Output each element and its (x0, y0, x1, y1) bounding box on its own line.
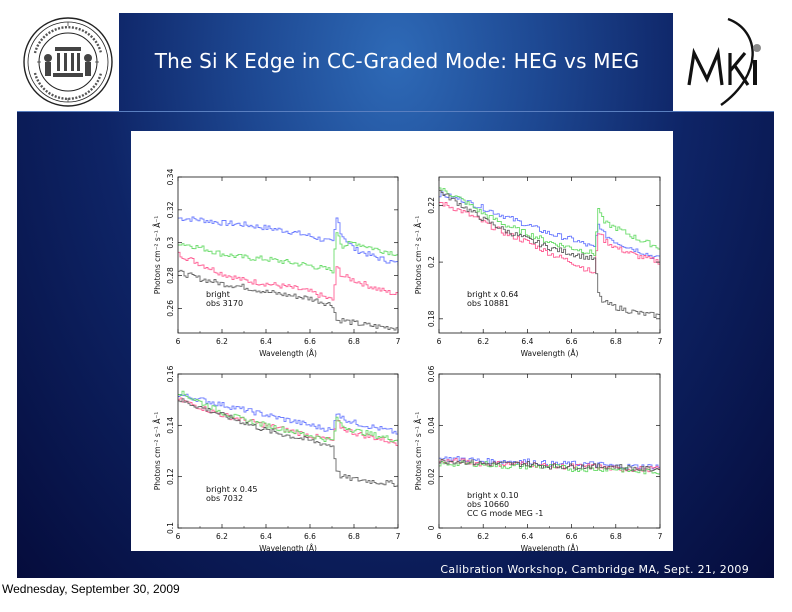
series-1-line (178, 393, 398, 435)
panel-annotation: bright x 0.45 (206, 485, 258, 494)
x-tick-label: 6.6 (566, 337, 578, 346)
panel-annotation: obs 7032 (206, 494, 243, 503)
mit-seal-logo (17, 13, 119, 111)
x-tick-label: 7 (658, 532, 663, 541)
x-tick-label: 6.8 (348, 532, 360, 541)
series-1-line (439, 191, 660, 260)
x-tick-label: 6.4 (521, 532, 533, 541)
x-tick-label: 6.6 (566, 532, 578, 541)
y-tick-label: 0.02 (427, 468, 436, 485)
plot-frame (177, 373, 399, 529)
y-tick-label: 0.28 (166, 267, 175, 284)
series-2-line (439, 202, 660, 274)
x-tick-label: 6.4 (260, 337, 272, 346)
x-tick-label: 6 (176, 532, 181, 541)
x-tick-label: 6.8 (610, 337, 622, 346)
x-tick-label: 7 (396, 337, 401, 346)
y-tick-label: 0.3 (166, 236, 175, 248)
y-tick-label: 0.1 (166, 522, 175, 534)
x-tick-label: 6 (437, 532, 442, 541)
header-divider (17, 111, 774, 112)
x-axis-label: Wavelength (Å) (521, 544, 579, 551)
chart-panel-2: 6 6.2 6.4 6.6 6.8 7 0.18 0.2 0.22 Wavelength (Å) P… (414, 176, 663, 358)
y-tick-label: 0.06 (427, 365, 436, 382)
slide: The Si K Edge in CC-Graded Mode: HEG vs … (17, 13, 774, 578)
spectra-figure: 6 6.2 6.4 6.6 6.8 7 0.26 0.28 0.3 0.32 0.34 Wavelen… (131, 131, 673, 553)
mki-logo (673, 13, 774, 111)
x-tick-label: 6 (176, 337, 181, 346)
series-4-line (439, 458, 660, 472)
panel-annotation: obs 10660 (467, 500, 509, 509)
chart-panel-4: 6 6.2 6.4 6.6 6.8 7 0 0.02 0.04 0.06 Wavelength (Å… (414, 365, 663, 553)
series-4-line (439, 189, 660, 318)
panel-annotation: CC G mode MEG -1 (467, 509, 543, 518)
x-tick-label: 6 (437, 337, 442, 346)
x-tick-label: 6.2 (477, 337, 489, 346)
chart-panel-1: 6 6.2 6.4 6.6 6.8 7 0.26 0.28 0.3 0.32 0.34 Wavelen… (153, 168, 401, 358)
series-3-line (439, 460, 660, 475)
series-3-line (439, 187, 660, 256)
x-tick-label: 6.2 (477, 532, 489, 541)
y-tick-label: 0.2 (427, 256, 436, 268)
panel-annotation: bright x 0.64 (467, 290, 519, 299)
series-2-line (178, 397, 398, 447)
x-tick-label: 6.8 (348, 337, 360, 346)
y-axis-label: Photons cm⁻² s⁻¹ Å⁻¹ (153, 412, 162, 491)
x-tick-label: 6.4 (260, 532, 272, 541)
series-3-line (178, 390, 398, 443)
y-tick-label: 0.26 (166, 300, 175, 317)
y-tick-label: 0.16 (166, 365, 175, 382)
x-axis-label: Wavelength (Å) (521, 349, 579, 358)
x-tick-label: 6.8 (610, 532, 622, 541)
footer-text: Calibration Workshop, Cambridge MA, Sept… (440, 563, 749, 576)
page-title: The Si K Edge in CC-Graded Mode: HEG vs … (154, 49, 640, 73)
mki-logo-icon (687, 17, 761, 106)
panel-annotation: bright x 0.10 (467, 491, 519, 500)
x-tick-label: 6.2 (216, 337, 228, 346)
x-tick-label: 6.6 (304, 337, 316, 346)
y-tick-label: 0.04 (427, 417, 436, 434)
x-axis-label: Wavelength (Å) (259, 544, 317, 551)
y-axis-label: Photons cm⁻² s⁻¹ Å⁻¹ (414, 412, 423, 491)
x-tick-label: 7 (396, 532, 401, 541)
plot-frame (177, 176, 399, 334)
y-tick-label: 0.18 (427, 310, 436, 327)
series-4-line (178, 269, 398, 331)
series-2-line (178, 251, 398, 301)
x-tick-label: 6.4 (521, 337, 533, 346)
panel-annotation: obs 10881 (467, 299, 509, 308)
y-tick-label: 0.32 (166, 201, 175, 218)
series-3-line (178, 232, 398, 274)
series-4-line (178, 398, 398, 487)
y-tick-label: 0.22 (427, 197, 436, 214)
y-axis-label: Photons cm⁻² s⁻¹ Å⁻¹ (153, 216, 162, 295)
y-tick-label: 0 (427, 525, 436, 530)
y-tick-label: 0.12 (166, 468, 175, 485)
x-tick-label: 7 (658, 337, 663, 346)
series-1-line (178, 216, 398, 266)
y-tick-label: 0.34 (166, 168, 175, 185)
date-stamp: Wednesday, September 30, 2009 (2, 582, 180, 596)
x-tick-label: 6.2 (216, 532, 228, 541)
spectra-plots: 6 6.2 6.4 6.6 6.8 70.260.280.30.320.34Wavelen… (153, 168, 663, 553)
chart-panel-3: 6 6.2 6.4 6.6 6.8 7 0.1 0.12 0.14 0.16 Wavelength … (153, 365, 401, 553)
x-tick-label: 6.6 (304, 532, 316, 541)
y-tick-label: 0.14 (166, 417, 175, 434)
y-axis-label: Photons cm⁻² s⁻¹ Å⁻¹ (414, 216, 423, 295)
x-axis-label: Wavelength (Å) (259, 349, 317, 358)
mit-seal-icon (23, 17, 113, 107)
panel-annotation: bright (206, 290, 230, 299)
panel-annotation: obs 3170 (206, 299, 243, 308)
